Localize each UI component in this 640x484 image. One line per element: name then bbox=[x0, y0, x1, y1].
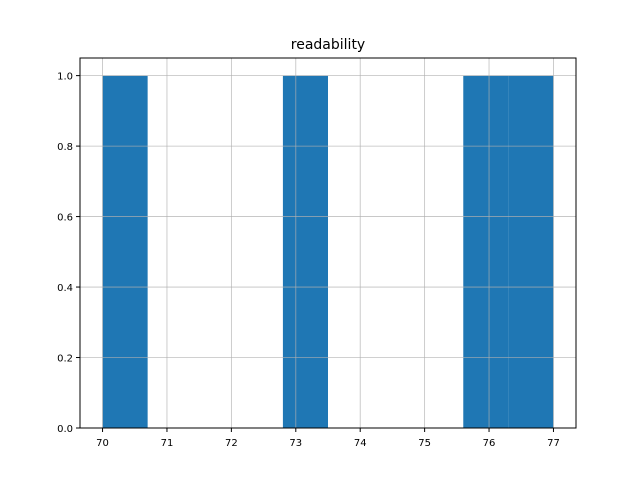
y-tick-label: 0.0 bbox=[57, 424, 73, 435]
bars bbox=[102, 75, 554, 428]
y-tick-label: 0.8 bbox=[57, 142, 73, 153]
x-tick-label: 72 bbox=[225, 438, 238, 449]
y-tick-label: 0.4 bbox=[57, 283, 73, 294]
chart-title: readability bbox=[291, 37, 365, 53]
y-tick-label: 1.0 bbox=[57, 72, 73, 83]
histogram-bar bbox=[102, 75, 148, 428]
y-tick-label: 0.6 bbox=[57, 213, 73, 224]
histogram-bar bbox=[282, 75, 328, 428]
histogram-bar bbox=[463, 75, 509, 428]
y-axis: 0.0 0.2 0.4 0.6 0.8 1.0 bbox=[57, 72, 80, 435]
grid bbox=[80, 58, 576, 429]
x-tick-label: 73 bbox=[289, 438, 302, 449]
histogram-bar bbox=[508, 75, 554, 428]
x-tick-label: 77 bbox=[547, 438, 560, 449]
x-tick-label: 74 bbox=[354, 438, 367, 449]
x-tick-label: 70 bbox=[96, 438, 109, 449]
y-tick-label: 0.2 bbox=[57, 354, 73, 365]
axes-frame bbox=[79, 57, 577, 429]
x-axis: 70 71 72 73 74 75 76 77 bbox=[96, 428, 560, 449]
x-tick-label: 76 bbox=[483, 438, 496, 449]
x-tick-label: 75 bbox=[418, 438, 431, 449]
x-tick-label: 71 bbox=[161, 438, 174, 449]
